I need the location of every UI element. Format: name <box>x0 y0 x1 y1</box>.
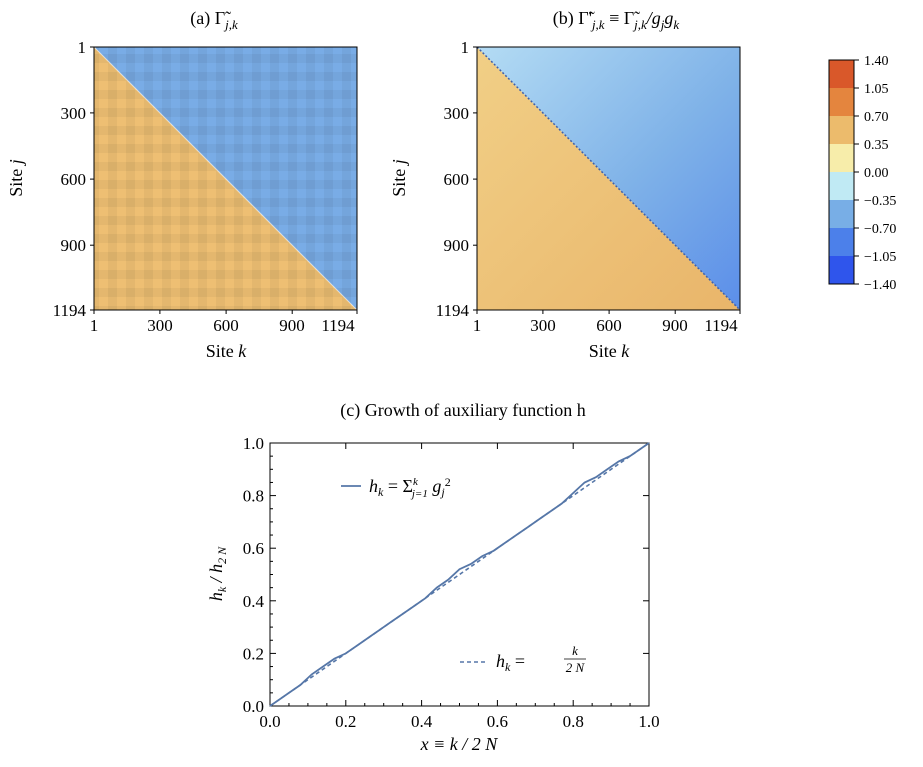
colorbar-tick-label: −1.05 <box>864 250 896 265</box>
legend-dashed-label: hk = <box>496 651 525 674</box>
heatmap-b-diagonal <box>476 46 741 311</box>
x-tick-label: 0.4 <box>411 712 433 731</box>
heatmap-b-yticks: 1 300 600 900 1194 <box>436 38 477 320</box>
heatmap-b-ytick-label: 1194 <box>436 301 470 320</box>
y-tick-label: 0.8 <box>243 487 264 506</box>
colorbar-swatch <box>829 172 854 201</box>
heatmap-a-xlabel: Site k <box>206 341 248 361</box>
panel-a-title: (a) Γ̃j,k <box>190 8 238 32</box>
heatmap-a-ylabel: Site j <box>6 159 26 197</box>
heatmap-b-frame <box>476 46 741 311</box>
heatmap-a-frame <box>93 46 358 311</box>
colorbar-tick-label: 0.70 <box>864 110 889 125</box>
series-line-dashed <box>269 442 650 707</box>
legend-dashed-fraction-num: k <box>572 643 578 658</box>
heatmap-a-ytick-label: 300 <box>61 104 87 123</box>
colorbar-tick-label: 1.40 <box>864 54 889 69</box>
panel-b-title: (b) Γ̃'j,k ≡ Γ̃j,k/gjgk <box>553 8 680 32</box>
colorbar-swatch <box>829 144 854 173</box>
legend-solid-label: hk = Σk j=1 gj2 <box>369 475 451 500</box>
colorbar-swatch <box>829 228 854 257</box>
line-plot-series <box>269 442 650 707</box>
panel-c-title: (c) Growth of auxiliary function h <box>340 400 585 421</box>
panel-b: (b) Γ̃'j,k ≡ Γ̃j,k/gjgk 1 300 600 900 11… <box>389 8 741 361</box>
heatmap-b-xtick-label: 1 <box>473 316 482 335</box>
legend: hk = Σk j=1 gj2 hk = k 2 N <box>341 475 586 675</box>
colorbar-tick-label: 0.00 <box>864 166 889 181</box>
y-tick-label: 0.6 <box>243 539 264 558</box>
heatmap-a-diagonal <box>93 46 358 311</box>
colorbar-swatch <box>829 256 854 285</box>
colorbar-swatches <box>829 60 854 285</box>
y-tick-label: 0.4 <box>243 592 265 611</box>
heatmap-a-xtick-label: 1194 <box>321 316 355 335</box>
heatmap-b-xtick-label: 300 <box>530 316 556 335</box>
line-plot-ticks: 0.0 0.2 0.4 0.6 0.8 1.0 0.0 0.2 0.4 0.6 0.8 1.0 <box>243 434 660 731</box>
panel-c: (c) Growth of auxiliary function h 0.0 0.… <box>206 400 660 754</box>
x-tick-label: 0.0 <box>259 712 280 731</box>
heatmap-a-ytick-label: 1 <box>78 38 87 57</box>
x-tick-label: 1.0 <box>638 712 659 731</box>
colorbar: 1.40 1.05 0.70 0.35 0.00 −0.35 −0.70 −1.05 −1.40 <box>828 54 896 293</box>
y-tick-label: 0.0 <box>243 697 264 716</box>
colorbar-tick-label: 1.05 <box>864 82 889 97</box>
colorbar-tick-label: −1.40 <box>864 278 896 293</box>
heatmap-b-xtick-label: 600 <box>596 316 622 335</box>
heatmap-b-ytick-label: 900 <box>444 236 470 255</box>
heatmap-a-ytick-label: 1194 <box>53 301 87 320</box>
colorbar-swatch <box>829 116 854 145</box>
heatmap-a-xticks: 1 300 600 900 1194 <box>90 310 358 335</box>
heatmap-b-xticks: 1 300 600 900 1194 <box>473 310 741 335</box>
heatmap-a-xtick-label: 600 <box>213 316 239 335</box>
colorbar-tick-label: −0.70 <box>864 222 896 237</box>
heatmap-a-xtick-label: 900 <box>279 316 305 335</box>
heatmap-a-yticks: 1 300 600 900 1194 <box>53 38 94 320</box>
line-plot-xlabel: x ≡ k / 2 N <box>420 734 499 754</box>
legend-dashed-fraction-den: 2 N <box>566 660 586 675</box>
heatmap-a-xtick-label: 1 <box>90 316 99 335</box>
heatmap-b <box>476 46 741 311</box>
y-tick-label: 0.2 <box>243 644 264 663</box>
series-line-solid <box>269 442 650 707</box>
colorbar-swatch <box>829 60 854 89</box>
colorbar-swatch <box>829 88 854 117</box>
heatmap-a <box>93 46 358 311</box>
heatmap-a-xtick-label: 300 <box>147 316 173 335</box>
heatmap-b-ytick-label: 300 <box>444 104 470 123</box>
heatmap-b-xtick-label: 900 <box>662 316 688 335</box>
heatmap-b-ytick-label: 600 <box>444 170 470 189</box>
heatmap-a-ytick-label: 900 <box>61 236 87 255</box>
colorbar-ticks: 1.40 1.05 0.70 0.35 0.00 −0.35 −0.70 −1.05 −1.40 <box>854 54 896 293</box>
x-tick-label: 0.8 <box>563 712 584 731</box>
heatmap-a-ytick-label: 600 <box>61 170 87 189</box>
x-tick-label: 0.6 <box>487 712 508 731</box>
heatmap-b-ytick-label: 1 <box>461 38 470 57</box>
colorbar-tick-label: 0.35 <box>864 138 889 153</box>
heatmap-b-xtick-label: 1194 <box>704 316 738 335</box>
y-tick-label: 1.0 <box>243 434 264 453</box>
x-tick-label: 0.2 <box>335 712 356 731</box>
heatmap-b-xlabel: Site k <box>589 341 631 361</box>
colorbar-swatch <box>829 200 854 229</box>
heatmap-b-ylabel: Site j <box>389 159 409 197</box>
line-plot-ylabel: hk / h2 N <box>206 546 229 601</box>
panel-a: (a) Γ̃j,k 1 300 600 900 1194 1 <box>6 8 358 361</box>
colorbar-tick-label: −0.35 <box>864 194 896 209</box>
